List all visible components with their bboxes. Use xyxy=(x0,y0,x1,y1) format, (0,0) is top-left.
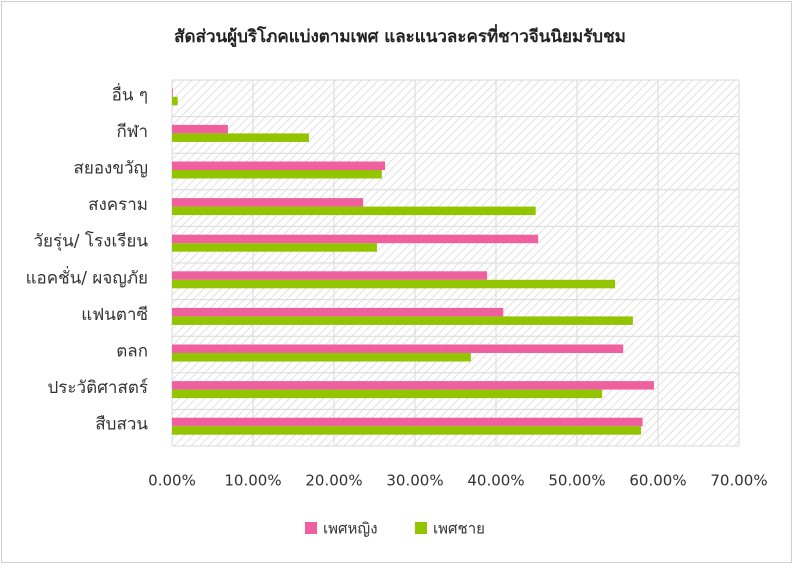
bar xyxy=(172,426,641,435)
bar xyxy=(172,417,643,427)
y-tick-label: สงคราม xyxy=(88,195,148,215)
y-tick-label: สืบสวน xyxy=(95,415,148,435)
y-tick-label: กีฬา xyxy=(117,122,148,142)
bar xyxy=(172,198,364,207)
x-tick-label: 40.00% xyxy=(467,472,524,490)
bar xyxy=(172,124,228,134)
bar xyxy=(172,279,616,289)
bar xyxy=(172,234,539,244)
bar xyxy=(172,88,173,97)
bar xyxy=(172,243,377,252)
bar xyxy=(172,381,654,390)
y-tick-label: แฟนตาซี xyxy=(81,305,148,325)
x-tick-label: 10.00% xyxy=(224,472,281,490)
x-tick-label: 60.00% xyxy=(629,472,686,490)
bar xyxy=(172,271,488,280)
x-tick-label: 70.00% xyxy=(710,472,767,490)
bar xyxy=(172,353,471,362)
bar xyxy=(172,161,386,170)
bar xyxy=(172,389,603,399)
y-tick-label: สยองขวัญ xyxy=(74,159,149,179)
bar xyxy=(172,170,382,179)
bar xyxy=(172,307,504,317)
x-tick-label: 30.00% xyxy=(386,472,443,490)
y-tick-label: ตลก xyxy=(116,342,148,362)
legend-swatch xyxy=(415,522,427,534)
bar xyxy=(172,96,178,106)
y-tick-label: ประวัติศาสตร์ xyxy=(47,378,148,398)
chart-title: สัดส่วนผู้บริโภคแบ่งตามเพศ และแนวละครที่… xyxy=(174,24,626,48)
y-tick-label: อื่น ๆ xyxy=(112,82,148,105)
bar xyxy=(172,133,309,142)
legend-swatch xyxy=(305,522,317,534)
y-tick-label: แอคชั่น/ ผจญภัย xyxy=(26,265,148,288)
y-tick-label: วัยรุ่น/ โรงเรียน xyxy=(34,231,149,252)
bar xyxy=(172,316,633,325)
legend-label: เพศชาย xyxy=(433,520,485,538)
bar xyxy=(172,344,624,353)
x-tick-label: 0.00% xyxy=(148,472,196,490)
x-tick-label: 20.00% xyxy=(305,472,362,490)
x-tick-label: 50.00% xyxy=(548,472,605,490)
bar xyxy=(172,206,536,216)
legend-label: เพศหญิง xyxy=(323,520,378,538)
